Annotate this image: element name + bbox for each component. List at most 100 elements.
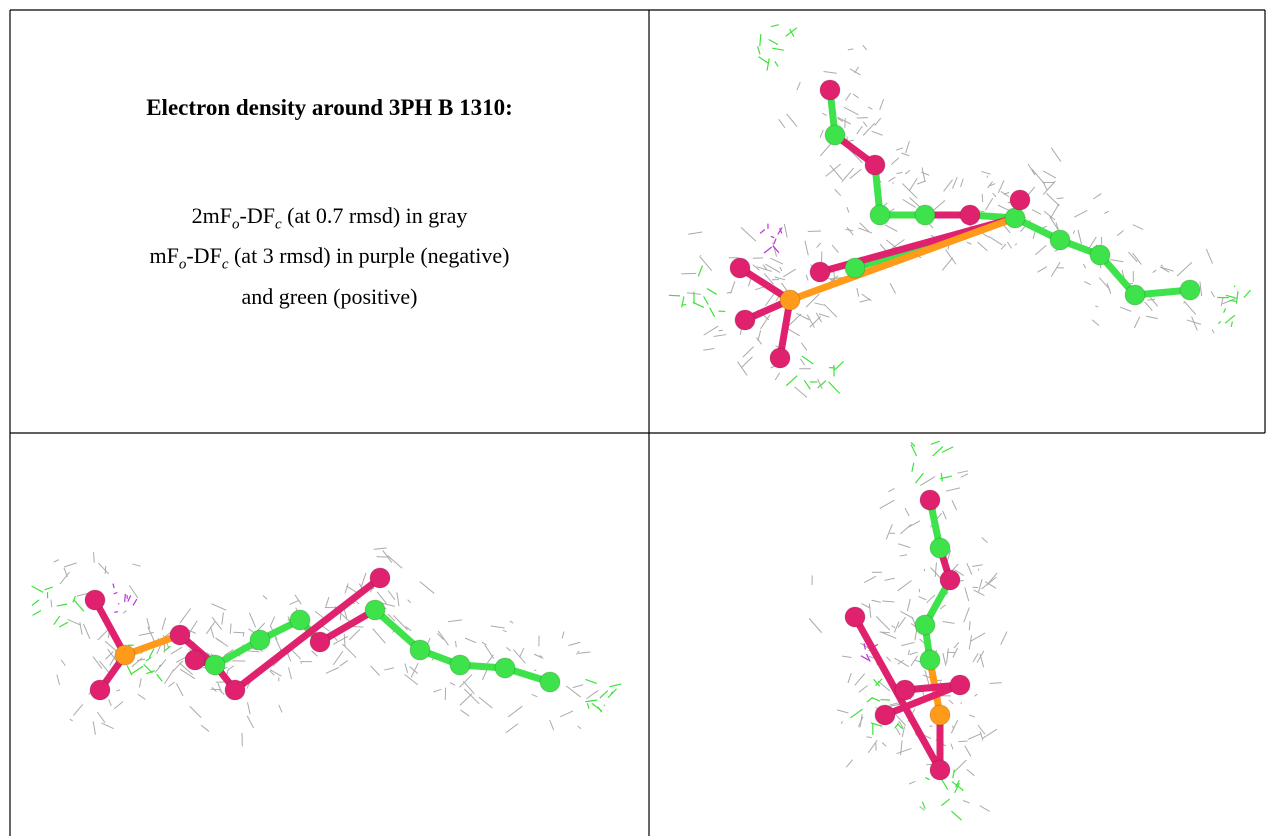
density-mesh xyxy=(460,675,473,688)
density-mesh xyxy=(857,126,863,134)
density-mesh xyxy=(980,654,984,667)
density-mesh xyxy=(1146,316,1158,318)
density-mesh xyxy=(139,678,141,687)
density-mesh xyxy=(891,158,899,165)
positive-mesh xyxy=(872,698,880,701)
positive-mesh xyxy=(44,587,52,590)
density-mesh xyxy=(885,225,897,232)
density-mesh xyxy=(275,637,282,652)
atom xyxy=(1125,285,1145,305)
density-mesh xyxy=(506,724,518,733)
density-mesh xyxy=(927,595,935,603)
density-mesh xyxy=(898,544,910,548)
density-mesh xyxy=(906,141,910,153)
density-mesh xyxy=(846,760,852,768)
negative-mesh xyxy=(764,247,772,253)
density-mesh xyxy=(1099,278,1110,290)
density-mesh xyxy=(872,131,883,135)
density-mesh xyxy=(1043,181,1055,194)
density-mesh xyxy=(703,348,714,350)
atom xyxy=(170,625,190,645)
density-mesh xyxy=(279,705,282,713)
density-mesh xyxy=(801,343,806,351)
density-mesh xyxy=(333,651,343,665)
positive-mesh xyxy=(922,802,925,809)
density-mesh xyxy=(718,330,722,331)
density-mesh xyxy=(985,198,992,210)
positive-mesh xyxy=(953,770,955,779)
density-mesh xyxy=(848,673,851,683)
atom xyxy=(205,655,225,675)
positive-mesh xyxy=(881,700,890,701)
density-mesh xyxy=(1120,307,1131,311)
density-mesh xyxy=(1161,265,1163,267)
density-mesh xyxy=(51,600,52,608)
density-mesh xyxy=(982,194,983,202)
density-mesh xyxy=(978,725,985,734)
density-mesh xyxy=(388,556,403,569)
density-mesh xyxy=(880,500,895,508)
density-mesh xyxy=(949,700,953,704)
density-mesh xyxy=(482,642,487,645)
density-mesh xyxy=(964,607,970,622)
atom xyxy=(1010,190,1030,210)
atom xyxy=(290,610,310,630)
density-mesh xyxy=(846,93,851,101)
density-mesh xyxy=(901,153,909,156)
density-mesh xyxy=(384,668,394,670)
text: -DF xyxy=(186,243,221,268)
density-mesh xyxy=(741,227,756,241)
density-mesh xyxy=(968,734,981,740)
density-mesh xyxy=(1051,148,1061,162)
density-mesh xyxy=(97,712,105,723)
molecule xyxy=(32,548,622,746)
density-mesh xyxy=(345,583,348,593)
density-mesh xyxy=(820,130,823,138)
density-mesh xyxy=(830,165,842,180)
legend: 2mFo-DFc (at 0.7 rmsd) in gray mFo-DFc (… xyxy=(10,200,649,312)
density-mesh xyxy=(123,611,126,614)
density-mesh xyxy=(918,596,926,599)
positive-mesh xyxy=(682,296,684,307)
positive-mesh xyxy=(54,616,60,625)
density-mesh xyxy=(896,728,900,735)
density-mesh xyxy=(951,744,953,750)
density-mesh xyxy=(971,633,985,641)
table-borders xyxy=(10,10,1265,836)
density-mesh xyxy=(961,702,962,704)
atom xyxy=(870,205,890,225)
density-mesh xyxy=(61,660,65,666)
atom xyxy=(90,680,110,700)
atom xyxy=(875,705,895,725)
density-mesh xyxy=(230,624,231,634)
density-mesh xyxy=(1134,317,1140,328)
density-mesh xyxy=(289,667,292,679)
density-mesh xyxy=(220,690,225,695)
density-mesh xyxy=(114,702,123,709)
density-mesh xyxy=(1007,242,1011,248)
density-mesh xyxy=(171,647,182,654)
density-mesh xyxy=(263,595,267,599)
positive-mesh xyxy=(941,799,949,806)
density-mesh xyxy=(800,359,804,365)
density-mesh xyxy=(132,564,140,566)
density-mesh xyxy=(859,686,868,693)
density-mesh xyxy=(433,689,441,692)
density-mesh xyxy=(162,618,166,630)
density-mesh xyxy=(465,638,476,643)
density-mesh xyxy=(68,619,81,625)
density-mesh xyxy=(779,119,785,128)
density-mesh xyxy=(980,806,990,812)
density-mesh xyxy=(905,170,909,174)
density-mesh xyxy=(809,618,821,632)
density-mesh xyxy=(895,658,909,666)
density-mesh xyxy=(889,177,896,181)
density-mesh xyxy=(374,548,387,549)
density-mesh xyxy=(900,555,907,556)
density-mesh xyxy=(940,605,945,609)
positive-mesh xyxy=(771,25,779,27)
density-mesh xyxy=(901,740,903,755)
density-mesh xyxy=(982,538,988,543)
density-mesh xyxy=(448,620,462,622)
page: Electron density around 3PH B 1310: 2mFo… xyxy=(0,0,1275,836)
